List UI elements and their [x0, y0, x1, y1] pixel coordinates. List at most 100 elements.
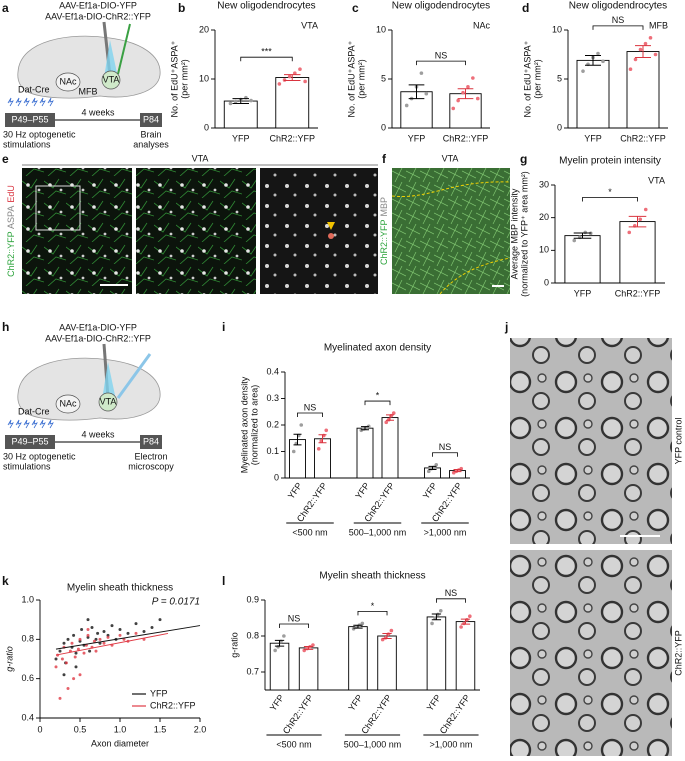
- stimulation-icon: [7, 97, 54, 107]
- y-tick-label: 10: [199, 73, 209, 83]
- bar: [269, 642, 290, 691]
- x-tick-label: YFP: [268, 693, 286, 713]
- timeline-label: P84: [143, 436, 159, 446]
- y-axis-label: No. of EdU⁺ASPA⁺: [522, 40, 532, 117]
- data-point: [426, 469, 431, 474]
- significance-bracket: [279, 623, 309, 628]
- region: [101, 70, 121, 90]
- bar: [223, 100, 258, 129]
- x-tick-label: YFP: [421, 481, 439, 501]
- panel-label: l: [222, 574, 225, 588]
- region-label: VTA: [103, 74, 120, 84]
- error-bar: [361, 426, 369, 431]
- y-tick-label: 0.4: [266, 366, 279, 376]
- stain: EdU: [6, 185, 16, 203]
- micrograph: [136, 168, 256, 294]
- scatter-point: [58, 649, 62, 653]
- annotation: VTA: [301, 20, 318, 30]
- scatter-point: [92, 639, 96, 643]
- x-tick-label: YFP: [346, 693, 364, 713]
- image-label: YFP control: [673, 418, 683, 465]
- data-point: [291, 449, 296, 454]
- stain: ChR2::YFP: [379, 220, 389, 266]
- bar: [298, 647, 319, 691]
- chart-title: New oligodendrocytes: [392, 1, 490, 12]
- chart-title: Myelin sheath thickness: [319, 571, 425, 582]
- light-cone: [104, 40, 118, 78]
- error-bar: [428, 465, 437, 471]
- data-point: [653, 52, 658, 57]
- panel-label: i: [222, 320, 225, 334]
- scatter-point: [88, 649, 92, 653]
- bar: [356, 427, 374, 479]
- x-tick-label: YFP: [286, 481, 304, 501]
- data-point: [572, 238, 577, 243]
- scatter-point: [62, 673, 66, 677]
- y-tick-label: 0: [381, 122, 386, 132]
- bar: [348, 626, 368, 691]
- scatter-point: [94, 649, 98, 653]
- scatter-point: [82, 651, 86, 655]
- scatter-point: [86, 633, 90, 637]
- data-point: [643, 207, 648, 212]
- y-tick-label: 0: [557, 122, 562, 132]
- chart-title: New oligodendrocytes: [217, 1, 315, 12]
- caption: stimulations: [3, 461, 51, 471]
- x-tick-label: YFP: [425, 693, 443, 713]
- x-tick-label: 1.0: [114, 724, 127, 734]
- data-point: [299, 423, 304, 427]
- panel-label: b: [178, 1, 185, 15]
- error-bar: [353, 624, 363, 629]
- y-tick-label: 0.1: [266, 446, 279, 456]
- region: [98, 392, 118, 412]
- scatter-point: [118, 633, 122, 637]
- virus-label: AAV-Ef1a-DIO-YFP: [59, 0, 137, 10]
- micrograph: [392, 168, 510, 294]
- y-tick-label: 10: [376, 24, 386, 34]
- data-point: [459, 625, 463, 629]
- data-point: [601, 59, 605, 64]
- timeline-label: 4 weeks: [81, 107, 115, 117]
- x-tick-label: 0: [37, 724, 42, 734]
- x-tick-label: YFP: [584, 133, 602, 143]
- image-title: VTA: [192, 153, 209, 163]
- annotation: NAc: [473, 20, 491, 30]
- scatter-point: [60, 657, 64, 661]
- y-tick-label: 5: [381, 73, 386, 83]
- significance-label: NS: [304, 402, 317, 412]
- diagram: AAV-Ef1a-DIO-YFP AAV-Ef1a-DIO-ChR2::YFP …: [3, 322, 174, 471]
- y-tick-label: 10: [539, 245, 549, 255]
- error-bar: [460, 618, 471, 625]
- stain-label: ChR2::YFP ASPA EdU: [6, 185, 16, 277]
- significance-bracket: [582, 197, 638, 202]
- x-tick-label: ChR2::YFP: [620, 133, 666, 143]
- data-point: [471, 76, 475, 80]
- region: [55, 394, 81, 414]
- x-tick-label: YFP: [408, 133, 426, 143]
- fit-line: [55, 625, 201, 650]
- bar: [455, 621, 476, 691]
- significance-label: NS: [435, 50, 448, 60]
- electron-micrograph: [510, 550, 672, 756]
- region-label: NAc: [59, 398, 77, 408]
- scatter-point: [78, 673, 82, 677]
- error-bar: [408, 84, 425, 100]
- scatter-point: [86, 618, 90, 622]
- scatter-point: [70, 641, 74, 645]
- y-axis-label: (normalized to YFP⁺ area mm²): [519, 171, 529, 297]
- significance-bracket: [240, 56, 293, 62]
- annotation: VTA: [648, 175, 665, 185]
- y-tick-label: 0.2: [266, 419, 279, 429]
- micrograph: [260, 168, 378, 294]
- panel-label: j: [504, 320, 508, 334]
- y-tick-label: 0.4: [21, 712, 34, 722]
- y-tick-label: 30: [539, 179, 549, 189]
- bar: [626, 51, 660, 129]
- y-tick-label: 0.6: [21, 673, 34, 683]
- data-point: [324, 428, 329, 433]
- significance-label: NS: [445, 588, 458, 598]
- timeline-box: [5, 435, 55, 449]
- data-point: [456, 98, 460, 103]
- error-bar: [232, 98, 249, 104]
- data-point: [438, 609, 443, 613]
